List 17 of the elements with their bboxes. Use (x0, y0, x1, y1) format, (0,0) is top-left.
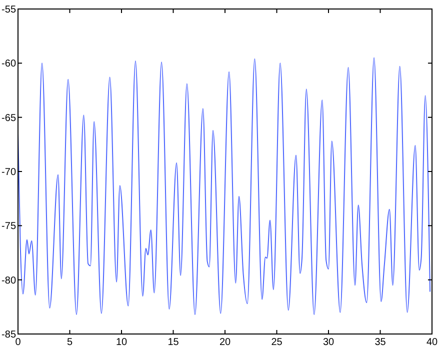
y-tick-label: -65 (2, 112, 16, 124)
x-tick-label: 5 (66, 337, 73, 346)
y-tick-label: -75 (2, 221, 16, 232)
y-tick-label: -70 (2, 167, 16, 178)
x-tick-label: 35 (374, 337, 386, 346)
x-tick-label: 30 (322, 337, 334, 346)
x-tick-label: 20 (219, 337, 231, 346)
y-tick-label: -85 (2, 330, 16, 340)
y-tick-label: -60 (2, 58, 16, 70)
line-series (18, 57, 431, 315)
y-tick-label: -55 (2, 4, 16, 16)
x-tick-label: 10 (116, 337, 128, 346)
x-tick-label: 25 (271, 337, 283, 346)
x-tick-label: 0 (15, 337, 22, 346)
x-tick-label: 15 (168, 337, 180, 346)
y-tick-label: -80 (2, 275, 16, 286)
x-tick-label: 40 (426, 337, 438, 346)
